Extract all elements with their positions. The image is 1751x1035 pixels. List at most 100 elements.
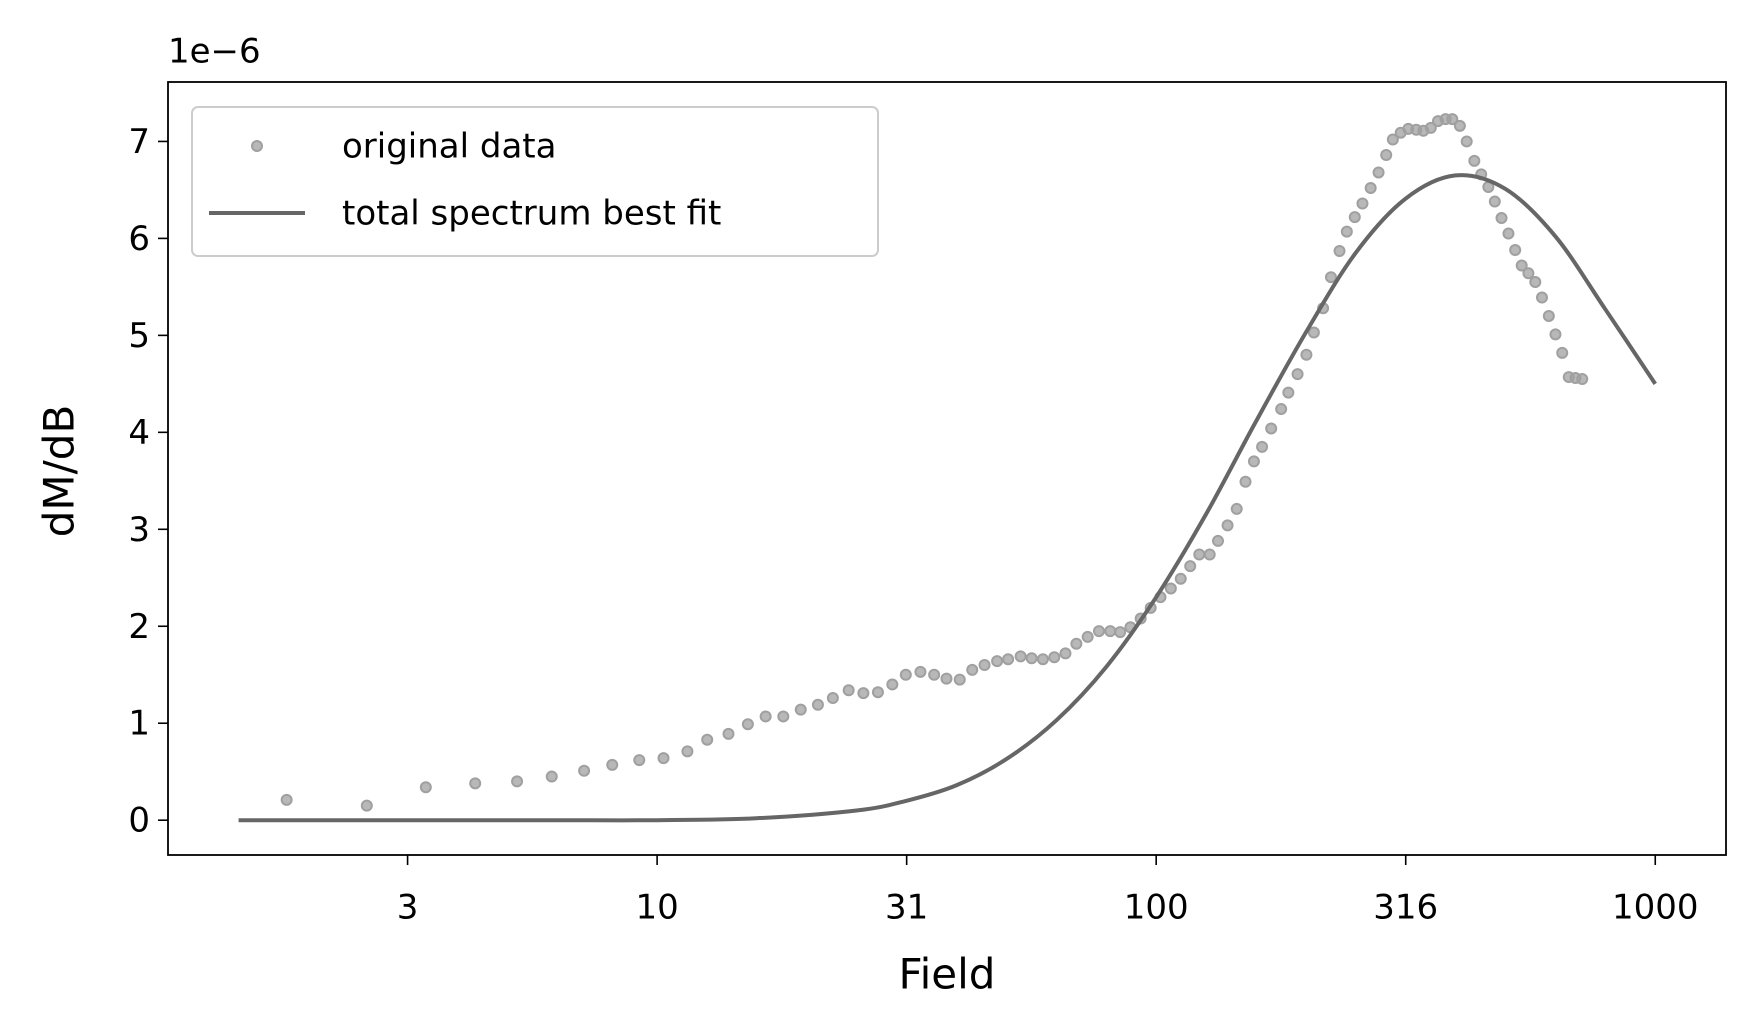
data-point (1509, 244, 1522, 257)
data-point (1333, 245, 1346, 258)
data-point (899, 668, 912, 681)
x-tick-label: 3 (397, 888, 419, 928)
data-point (842, 684, 855, 697)
data-point (966, 663, 979, 676)
y-axis-label: dM/dB (35, 405, 84, 538)
data-point (280, 793, 293, 806)
data-point (1307, 326, 1320, 339)
data-point (826, 692, 839, 705)
data-point (1453, 119, 1466, 132)
data-point (681, 745, 694, 758)
y-tick-label: 5 (128, 316, 150, 356)
x-axis-label: Field (899, 950, 996, 999)
data-point (722, 727, 735, 740)
data-point (701, 733, 714, 746)
data-point (1356, 197, 1369, 210)
data-point (1164, 582, 1177, 595)
data-point (606, 758, 619, 771)
data-point (1542, 309, 1555, 322)
data-point (1380, 149, 1393, 162)
data-point (978, 659, 991, 672)
data-point (1081, 630, 1094, 643)
data-point (1529, 276, 1542, 289)
data-point (1502, 227, 1515, 240)
data-point (1239, 475, 1252, 488)
data-point (1364, 181, 1377, 194)
data-point (1059, 647, 1072, 660)
data-point (657, 752, 670, 765)
data-point (1549, 328, 1562, 341)
data-point (1275, 403, 1288, 416)
data-point (741, 718, 754, 731)
data-point (928, 668, 941, 681)
x-tick-label: 100 (1124, 888, 1189, 928)
data-point (1488, 195, 1501, 208)
data-point (1291, 368, 1304, 381)
data-point (1535, 291, 1548, 304)
data-point (1036, 653, 1049, 666)
y-tick-label: 7 (128, 122, 150, 162)
legend-label: total spectrum best fit (342, 194, 721, 234)
data-point (1340, 225, 1353, 238)
data-point (1386, 133, 1399, 146)
fit-line (238, 173, 1657, 823)
data-point (1184, 560, 1197, 573)
data-point (1211, 534, 1224, 547)
data-point (1193, 548, 1206, 561)
y-tick-label: 1 (128, 704, 150, 744)
data-point (1256, 440, 1269, 453)
data-point (759, 710, 772, 723)
x-tick-label: 31 (885, 888, 928, 928)
data-point (1576, 373, 1589, 386)
data-point (469, 777, 482, 790)
data-point (360, 799, 373, 812)
y-tick-label: 2 (128, 607, 150, 647)
data-point (1230, 502, 1243, 515)
data-point (1070, 637, 1083, 650)
data-point (871, 686, 884, 699)
x-tick-label: 1000 (1612, 888, 1699, 928)
data-point (1221, 519, 1234, 532)
data-point (1104, 625, 1117, 638)
data-point (794, 703, 807, 716)
plot-frame (167, 81, 1727, 856)
data-point (1300, 348, 1313, 361)
data-point (991, 655, 1004, 668)
data-point (1114, 626, 1127, 639)
data-point (578, 764, 591, 777)
data-point (857, 687, 870, 700)
x-tick-label: 10 (635, 888, 678, 928)
y-tick-label: 6 (128, 219, 150, 259)
data-point (1282, 386, 1295, 399)
data-point (633, 754, 646, 767)
data-point (914, 665, 927, 678)
y-tick-label: 0 (128, 801, 150, 841)
data-point (1002, 653, 1015, 666)
offset-text: 1e−6 (168, 32, 261, 72)
data-point (1468, 154, 1481, 167)
x-tick-label: 316 (1373, 888, 1438, 928)
data-point (1247, 455, 1260, 468)
data-point (1522, 267, 1535, 280)
data-point (953, 673, 966, 686)
data-point (419, 781, 432, 794)
legend-box (191, 106, 879, 257)
data-point (1203, 548, 1216, 561)
data-point (940, 672, 953, 685)
data-point (545, 770, 558, 783)
data-point (1446, 113, 1459, 126)
y-tick-label: 3 (128, 510, 150, 550)
data-point (811, 698, 824, 711)
data-point (1324, 271, 1337, 284)
data-point (1424, 121, 1437, 134)
data-point (1348, 211, 1361, 224)
y-tick-label: 4 (128, 413, 150, 453)
data-point (777, 710, 790, 723)
data-point (1092, 625, 1105, 638)
data-point (886, 678, 899, 691)
data-point (1265, 422, 1278, 435)
data-point (1556, 346, 1569, 359)
data-point (1048, 651, 1061, 664)
data-point (1174, 572, 1187, 585)
